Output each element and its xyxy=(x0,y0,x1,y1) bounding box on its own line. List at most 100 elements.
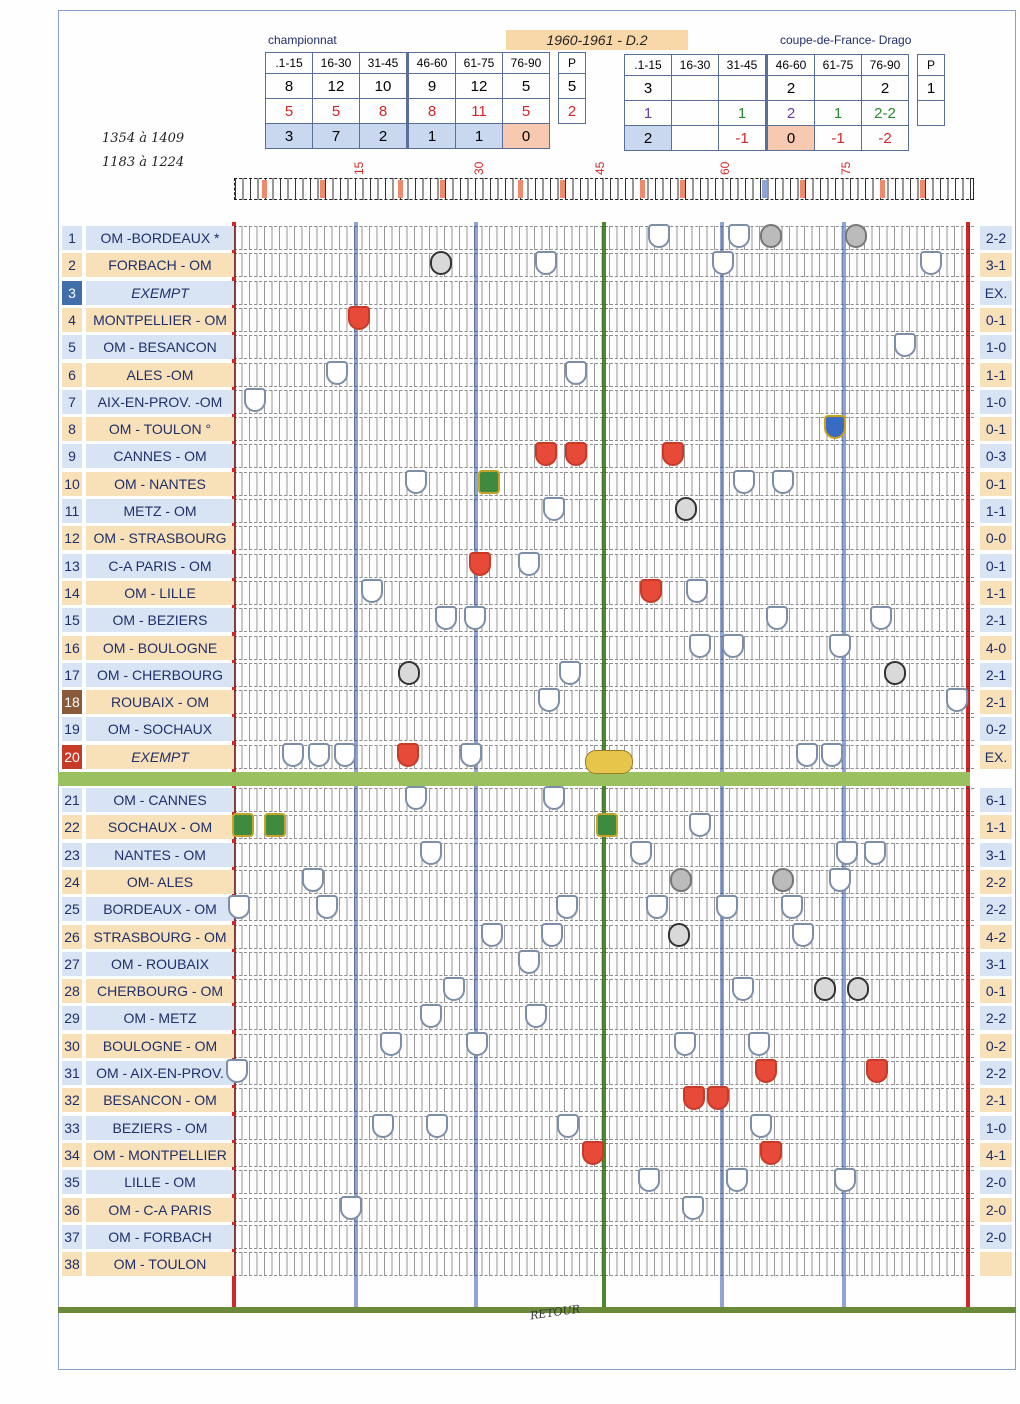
league-label: championnat xyxy=(268,33,337,47)
match-name[interactable]: OM- ALES xyxy=(86,869,234,894)
match-number: 26 xyxy=(62,924,82,949)
match-name[interactable]: ROUBAIX - OM xyxy=(86,690,234,715)
league-header: 31-45 xyxy=(359,52,408,74)
match-name[interactable]: OM - BOULOGNE xyxy=(86,635,234,660)
match-name[interactable]: AIX-EN-PROV. -OM xyxy=(86,389,234,414)
om-crest-icon xyxy=(772,469,794,494)
match-name[interactable]: OM - METZ xyxy=(86,1006,234,1031)
match-name[interactable]: STRASBOURG - OM xyxy=(86,924,234,949)
om-crest-icon xyxy=(460,742,482,767)
om-crest-icon xyxy=(686,578,708,603)
minute-grid-row xyxy=(234,1224,974,1249)
om-crest-icon xyxy=(308,742,330,767)
match-name[interactable]: OM - LILLE xyxy=(86,580,234,605)
match-name[interactable]: OM - TOULON ° xyxy=(86,417,234,442)
minute-grid-row xyxy=(234,307,974,332)
om-crest-icon xyxy=(228,895,250,920)
club-crest-icon xyxy=(760,1140,782,1165)
club-crest-icon xyxy=(535,442,557,467)
match-name[interactable]: OM - BEZIERS xyxy=(86,608,234,633)
match-name[interactable]: BOULOGNE - OM xyxy=(86,1033,234,1058)
cup-cell: 3 xyxy=(624,75,672,101)
match-name[interactable]: METZ - OM xyxy=(86,499,234,523)
match-score: 2-1 xyxy=(980,662,1012,687)
match-score: 2-2 xyxy=(980,226,1012,250)
club-crest-icon xyxy=(675,497,697,521)
club-crest-icon xyxy=(398,660,420,685)
match-number: 15 xyxy=(62,608,82,633)
match-name[interactable]: SOCHAUX - OM xyxy=(86,815,234,840)
cup-cell: 2 xyxy=(765,100,815,126)
cup-cell xyxy=(671,75,719,101)
minute-grid-row xyxy=(234,471,974,496)
cup-header: 31-45 xyxy=(718,54,767,76)
match-name[interactable]: OM -BORDEAUX * xyxy=(86,226,234,250)
om-crest-icon xyxy=(648,224,670,248)
club-crest-icon xyxy=(824,415,846,440)
om-crest-icon xyxy=(535,251,557,276)
match-score: 1-1 xyxy=(980,499,1012,523)
om-crest-icon xyxy=(796,742,818,767)
match-score: 0-1 xyxy=(980,471,1012,496)
om-crest-icon xyxy=(380,1031,402,1056)
match-number: 20 xyxy=(62,744,82,769)
match-name[interactable]: C-A PARIS - OM xyxy=(86,553,234,578)
match-name[interactable]: OM - MONTPELLIER xyxy=(86,1142,234,1167)
om-crest-icon xyxy=(559,660,581,685)
match-name[interactable]: BESANCON - OM xyxy=(86,1088,234,1113)
match-name[interactable]: OM - C-A PARIS xyxy=(86,1197,234,1222)
match-name[interactable]: OM - BESANCON xyxy=(86,335,234,360)
match-number: 14 xyxy=(62,580,82,605)
cup-stats-table: .1-15 16-30 31-45 46-60 61-75 76-90 P 3 … xyxy=(624,54,945,151)
minute-grid-row xyxy=(234,1170,974,1195)
match-name[interactable]: MONTPELLIER - OM xyxy=(86,307,234,332)
match-name[interactable]: OM - FORBACH xyxy=(86,1224,234,1249)
match-score: 1-0 xyxy=(980,389,1012,414)
match-name[interactable]: OM - ROUBAIX xyxy=(86,951,234,976)
match-number: 11 xyxy=(62,499,82,523)
match-number: 23 xyxy=(62,842,82,867)
match-score: 3-1 xyxy=(980,253,1012,278)
match-number: 36 xyxy=(62,1197,82,1222)
handwritten-range-1: 1354 à 1409 xyxy=(102,131,185,146)
om-crest-icon xyxy=(556,895,578,920)
om-crest-icon xyxy=(728,224,750,248)
match-number: 24 xyxy=(62,869,82,894)
om-crest-icon xyxy=(334,742,356,767)
om-crest-icon xyxy=(443,977,465,1002)
om-crest-icon xyxy=(792,922,814,947)
ball-icon xyxy=(585,750,633,774)
match-name[interactable]: LILLE - OM xyxy=(86,1170,234,1195)
match-name[interactable]: OM - CANNES xyxy=(86,788,234,812)
match-number: 28 xyxy=(62,979,82,1004)
club-crest-icon xyxy=(469,551,491,576)
minute-grid-row xyxy=(234,717,974,742)
match-name[interactable]: NANTES - OM xyxy=(86,842,234,867)
om-crest-icon xyxy=(829,867,851,892)
match-name[interactable]: OM - TOULON xyxy=(86,1252,234,1277)
match-name[interactable]: OM - STRASBOURG xyxy=(86,526,234,551)
match-name[interactable]: BORDEAUX - OM xyxy=(86,897,234,922)
match-name[interactable]: OM - CHERBOURG xyxy=(86,662,234,687)
cup-cell: 1 xyxy=(917,75,945,101)
match-number: 30 xyxy=(62,1033,82,1058)
match-name[interactable]: CHERBOURG - OM xyxy=(86,979,234,1004)
minute-grid-row xyxy=(234,1252,974,1277)
minute-grid-row xyxy=(234,788,974,812)
match-name[interactable]: OM - AIX-EN-PROV. xyxy=(86,1061,234,1085)
match-name[interactable]: ALES -OM xyxy=(86,362,234,387)
match-name[interactable]: FORBACH - OM xyxy=(86,253,234,278)
minute-tick xyxy=(880,180,885,198)
match-number: 21 xyxy=(62,788,82,812)
match-score: 2-1 xyxy=(980,1088,1012,1113)
match-name[interactable]: OM - NANTES xyxy=(86,471,234,496)
match-name[interactable]: CANNES - OM xyxy=(86,444,234,469)
match-name[interactable]: EXEMPT xyxy=(86,280,234,305)
bottom-line xyxy=(58,1307,1016,1313)
match-name[interactable]: OM - SOCHAUX xyxy=(86,717,234,742)
league-header: 16-30 xyxy=(312,52,360,74)
match-name[interactable]: BEZIERS - OM xyxy=(86,1115,234,1140)
match-name[interactable]: EXEMPT xyxy=(86,744,234,769)
cup-cell: 2 xyxy=(765,75,815,101)
om-crest-icon xyxy=(543,497,565,521)
